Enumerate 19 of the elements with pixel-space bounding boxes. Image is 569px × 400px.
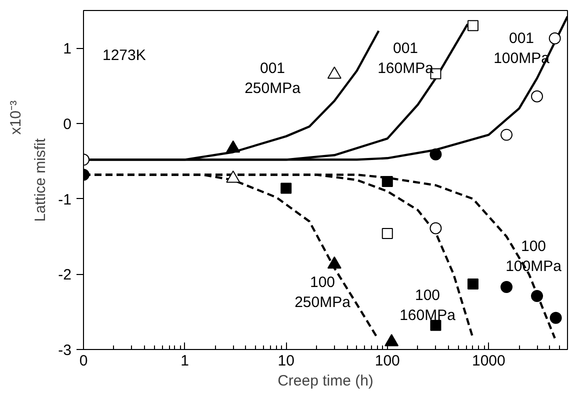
annotation: 001 160MPa [378,40,434,78]
y-tick-label: -2 [58,266,72,284]
annotation: 100 100MPa [506,238,562,276]
text: x10⁻³ [8,100,24,135]
x-tick-label: 1 [180,352,189,370]
y-tick-label: -1 [58,191,72,208]
y-tick-label: 0 [63,116,72,133]
annotation: 100 250MPa [294,274,352,312]
y-tick-label: 1 [63,40,72,58]
annotation: 001 250MPa [244,60,302,98]
x-tick-label: 10 [278,352,294,370]
x-axis-title: Creep time (h) [278,372,374,390]
x-tick-label: 100 [374,352,400,370]
annotation: 100 160MPa [400,286,456,324]
annotation: 1273K [102,47,146,64]
y-tick-label: -3 [58,342,72,359]
x-tick-label: 0 [79,352,88,370]
x-tick-label: 1000 [472,352,506,370]
y-axis-title: Lattice misfit [32,137,50,222]
